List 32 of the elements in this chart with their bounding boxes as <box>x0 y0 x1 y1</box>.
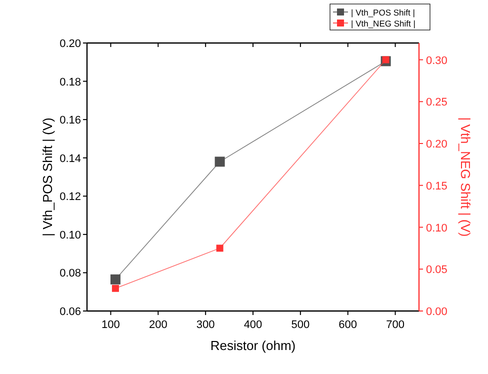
y-tick-label: 0.12 <box>60 191 81 204</box>
x-tick-label: 100 <box>102 319 120 331</box>
y2-axis-title: | Vth_NEG Shift | (V) <box>458 117 473 237</box>
point <box>214 156 225 167</box>
y-tick-label: 0.20 <box>60 38 81 50</box>
point <box>110 274 120 284</box>
legend-label: | Vth_POS Shift | <box>351 8 415 18</box>
y-tick-label: 0.14 <box>60 152 81 165</box>
point <box>112 284 119 292</box>
y2-tick-label: 0.30 <box>426 54 448 67</box>
y-tick-label: 0.16 <box>60 114 81 127</box>
y-tick-label: 0.18 <box>60 76 81 88</box>
y2-tick-label: 0.10 <box>426 222 448 234</box>
x-tick-label: 300 <box>196 319 215 331</box>
y-tick-label: 0.08 <box>60 268 81 280</box>
y2-tick-label: 0.05 <box>426 264 448 276</box>
y2-tick-label: 0.00 <box>426 306 448 318</box>
y-tick-label: 0.06 <box>60 306 81 318</box>
legend-label: | Vth_NEG Shift | <box>351 18 416 28</box>
x-tick-label: 500 <box>291 319 310 331</box>
x-tick-label: 700 <box>386 319 404 331</box>
x-tick-label: 200 <box>148 319 168 331</box>
x-tick-label: 600 <box>338 319 358 331</box>
point <box>216 244 224 252</box>
x-axis-title: Resistor (ohm) <box>210 338 296 353</box>
y2-tick-label: 0.15 <box>426 180 448 192</box>
x-tick-label: 400 <box>244 319 262 331</box>
point <box>382 56 390 64</box>
y-tick-label: 0.10 <box>60 229 81 242</box>
y2-tick-label: 0.25 <box>426 96 448 109</box>
y2-tick-label: 0.20 <box>426 138 448 150</box>
y-axis-title: | Vth_POS Shift | (V) <box>40 118 55 236</box>
